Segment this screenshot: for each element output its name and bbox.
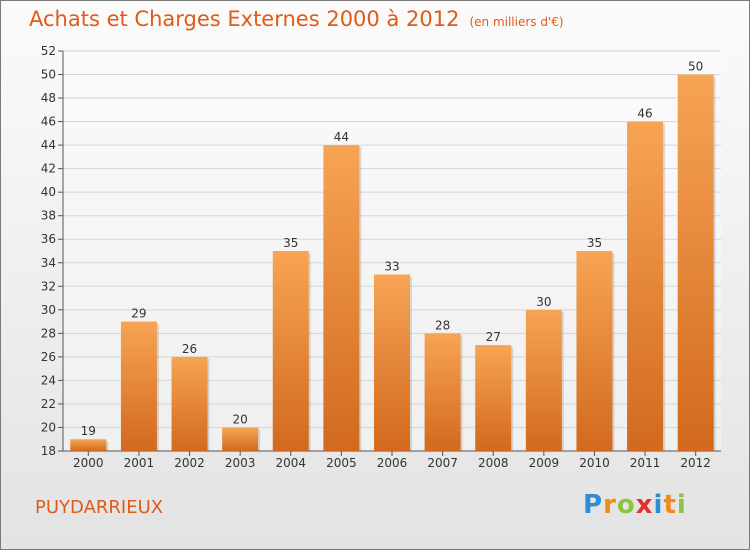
y-tick-label: 30 xyxy=(41,303,56,317)
y-tick-label: 48 xyxy=(41,91,56,105)
logo-letter: i xyxy=(676,490,687,520)
x-tick-label: 2012 xyxy=(680,456,711,470)
proxiti-logo: Proxiti xyxy=(583,490,687,520)
bar xyxy=(475,345,512,451)
y-tick-label: 38 xyxy=(41,209,56,223)
bar xyxy=(272,251,309,451)
y-tick-label: 18 xyxy=(41,444,56,458)
data-label: 44 xyxy=(334,130,349,144)
logo-letter: x xyxy=(635,490,654,520)
x-tick-label: 2003 xyxy=(225,456,256,470)
bar xyxy=(576,251,613,451)
y-tick-label: 26 xyxy=(41,350,56,364)
bar xyxy=(70,439,107,451)
y-tick-label: 24 xyxy=(41,373,56,387)
y-tick-label: 44 xyxy=(41,138,56,152)
bar xyxy=(171,356,208,451)
y-tick-label: 52 xyxy=(41,44,56,58)
x-tick-label: 2008 xyxy=(478,456,509,470)
data-label: 50 xyxy=(688,60,703,74)
x-tick-label: 2000 xyxy=(73,456,104,470)
bar xyxy=(374,274,410,451)
x-tick-label: 2007 xyxy=(427,456,458,470)
logo-letter: t xyxy=(663,490,677,520)
logo-letter: i xyxy=(653,490,664,520)
data-label: 26 xyxy=(182,342,197,356)
x-tick-label: 2004 xyxy=(275,456,306,470)
y-tick-label: 36 xyxy=(41,232,56,246)
y-tick-label: 40 xyxy=(41,185,56,199)
bar xyxy=(677,74,714,451)
x-tick-label: 2010 xyxy=(579,456,610,470)
y-tick-label: 32 xyxy=(41,279,56,293)
y-tick-label: 20 xyxy=(41,420,56,434)
commune-name: PUYDARRIEUX xyxy=(35,497,164,518)
x-tick-label: 2002 xyxy=(174,456,205,470)
bar xyxy=(323,145,360,451)
y-tick-label: 22 xyxy=(41,397,56,411)
data-label: 35 xyxy=(283,236,298,250)
x-tick-label: 2009 xyxy=(529,456,560,470)
data-label: 35 xyxy=(587,236,602,250)
data-label: 29 xyxy=(131,307,146,321)
y-tick-label: 28 xyxy=(41,326,56,340)
data-label: 20 xyxy=(233,412,248,426)
chart-title-text: Achats et Charges Externes 2000 à 2012 xyxy=(29,7,460,31)
chart-subtitle: (en milliers d'€) xyxy=(469,15,564,29)
bar xyxy=(424,333,461,451)
x-tick-label: 2001 xyxy=(124,456,155,470)
data-label: 30 xyxy=(536,295,551,309)
y-tick-label: 46 xyxy=(41,115,56,129)
data-label: 19 xyxy=(81,424,96,438)
logo-letter: r xyxy=(603,490,617,520)
data-label: 33 xyxy=(384,260,399,274)
y-tick-label: 34 xyxy=(41,256,56,270)
bar xyxy=(627,121,664,452)
bar xyxy=(525,309,562,451)
bar xyxy=(120,321,157,451)
logo-letter: o xyxy=(616,490,636,520)
data-label: 28 xyxy=(435,318,450,332)
x-tick-label: 2006 xyxy=(377,456,408,470)
x-tick-label: 2011 xyxy=(630,456,661,470)
bar xyxy=(222,427,259,451)
y-tick-label: 50 xyxy=(41,68,56,82)
logo-letter: P xyxy=(583,490,604,520)
data-label: 46 xyxy=(637,107,652,121)
x-tick-label: 2005 xyxy=(326,456,357,470)
y-tick-label: 42 xyxy=(41,162,56,176)
chart-title: Achats et Charges Externes 2000 à 2012 (e… xyxy=(29,7,564,31)
data-label: 27 xyxy=(486,330,501,344)
